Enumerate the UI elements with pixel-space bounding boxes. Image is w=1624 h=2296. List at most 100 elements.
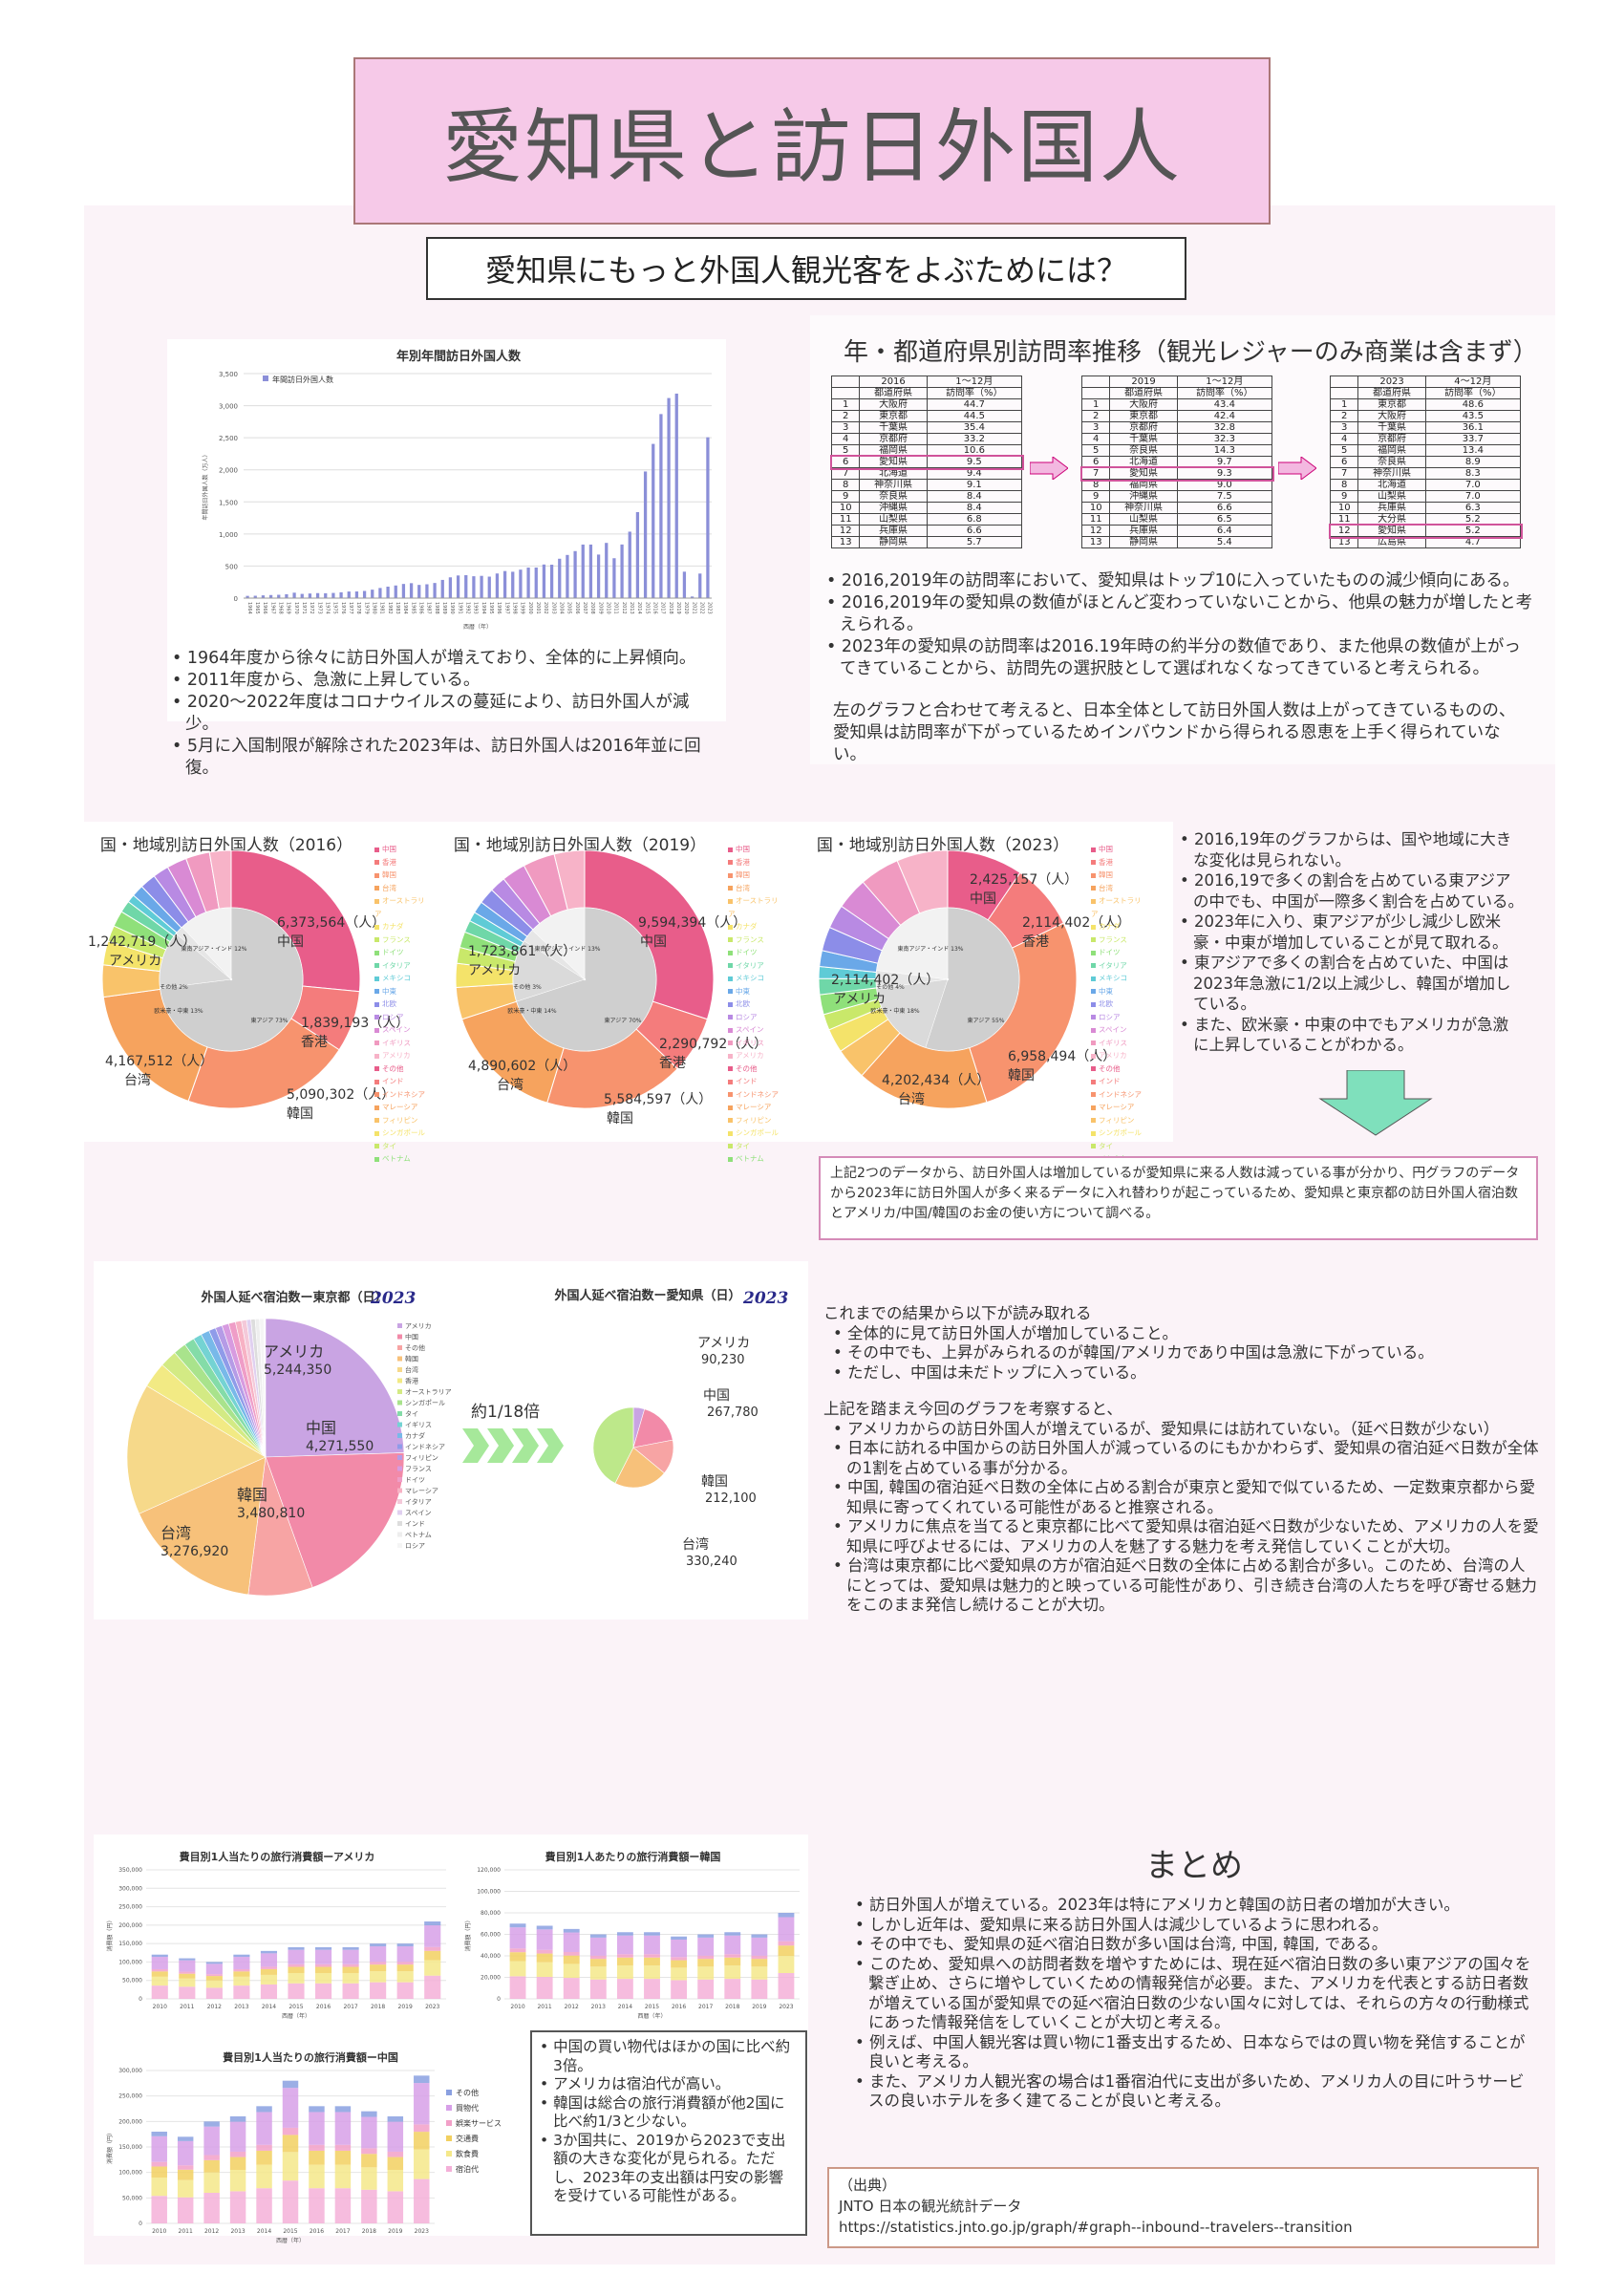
cell: 山梨県 [1357,490,1426,503]
table-row: 3 千葉県 36.1 [1329,421,1522,434]
cell: 33.2 [926,433,1023,445]
cell: 都道府県 [1109,387,1178,399]
arrow-right-icon [1029,456,1069,481]
cell: 広島県 [1357,536,1426,548]
table-row: 7 神奈川県 8.3 [1329,467,1522,480]
cell: 6.3 [1424,502,1522,514]
stacked-bar [334,2144,352,2151]
stacked-bar [177,2165,194,2170]
cell: 12 [1329,525,1359,537]
bar [347,591,351,598]
stacked-bar [282,2152,299,2181]
table-row: 5 福岡県 10.6 [830,444,1023,457]
stacked-bar [396,1964,414,1972]
legend-item: ベトナム [728,1152,785,1166]
bar [300,593,304,598]
cell: 6.5 [1176,513,1273,526]
cell: 6 [1329,456,1359,468]
legend-label: 交通費 [456,2134,479,2143]
legend-item: 中国 [1091,843,1148,856]
stacked-bar [361,2167,377,2190]
x-tick: 1978 [355,602,361,614]
legend-label: 年間訪日外国人数 [272,375,333,384]
pie-value-label: 4,890,602（人） [468,1059,577,1074]
cell: 12 [1080,525,1111,537]
stacked-bar [229,2157,246,2170]
y-tick: 50,000 [122,1978,142,1985]
source-url[interactable]: https://statistics.jnto.go.jp/graph/#gra… [839,2219,1353,2236]
cell: 千葉県 [859,421,928,434]
x-tick: 1996 [496,602,502,614]
cell: 6 [830,456,861,468]
cell: 4 [830,433,861,445]
legend-item: タイ [1091,1140,1148,1153]
legend-item: タイ [374,1140,432,1153]
cell: 福岡県 [859,444,928,457]
legend-item: メキシコ [1091,972,1148,985]
x-tick: 2011 [537,2004,551,2010]
y-tick: 2,500 [219,435,238,442]
x-tick: 2014 [257,2228,271,2235]
table-row: 6 愛知県 9.5 [829,454,1024,470]
legend-label: スペイン [405,1510,432,1517]
stacked-bar [414,2178,430,2223]
bar [588,544,593,598]
stacked-bar [288,1966,305,1973]
bar [362,590,367,598]
stacked-bar [644,1932,660,1936]
stacked-bar [644,1979,660,1999]
stacked-bar [616,1965,633,1980]
x-tick: 1992 [465,602,471,614]
legend-item: イギリス [728,1037,785,1050]
cell: 33.7 [1424,433,1522,445]
summary-title: まとめ [1145,1847,1243,1885]
pie-svg: 東アジア 55% 欧米豪・中東 18% その他 4% 東南アジア・インド 13% [818,850,1078,1109]
legend-swatch [397,1455,402,1460]
x-tick: 1993 [473,602,479,614]
legend-swatch [397,1543,402,1548]
pie-country-label: 香港 [1022,934,1049,950]
legend-swatch [397,1488,402,1493]
bullet: 2023年の愛知県の訪問率は2016.19年時の約半分の数値であり、また他県の数… [826,636,1533,680]
pie-title: 国・地域別訪日外国人数（2016） [99,836,353,855]
stacked-bar [256,2144,272,2151]
cell: 9.0 [1176,479,1273,491]
stacked-bar [536,1925,553,1930]
stacked-bar [671,1957,688,1961]
table-row: 9 山梨県 7.0 [1329,490,1522,503]
x-tick: 1973 [316,602,322,614]
bar [417,585,421,598]
bar [324,592,328,598]
stacked-bar [751,1955,768,1960]
bullets2: アメリカからの訪日外国人が増えているが、愛知県には訪れていない。（延べ日数が少な… [833,1420,1540,1616]
tokyo-value-label: 4,271,550 [306,1439,374,1454]
legend-item: インド [728,1075,785,1088]
x-tick: 1990 [449,602,455,614]
stacked-bar [616,1957,633,1966]
bar [394,585,397,598]
bullet: 台湾は東京都に比べ愛知県の方が宿泊延べ日数の全体に占める割合が多い。このため、台… [833,1556,1540,1616]
stacked-bar [177,2197,194,2223]
stacked-bar [177,2169,194,2180]
x-tick: 2017 [343,2004,357,2010]
table-row: 5 福岡県 13.4 [1329,444,1522,457]
tokyo-value-label: 5,244,350 [264,1363,331,1378]
cell: 3 [830,421,861,434]
legend-item: ロシア [1091,1011,1148,1024]
cell: 9 [1080,490,1111,503]
inner-label: 欧米豪・中東 14% [507,1007,557,1015]
bar [440,579,444,598]
legend-swatch [397,1356,402,1362]
stacked-bar [370,1962,387,1965]
cell: 8 [830,479,861,491]
bar [292,592,296,598]
bar [635,511,640,598]
x-tick: 2002 [543,602,548,614]
x-tick: 2000 [527,602,533,614]
bar [425,584,429,598]
bar [698,573,702,598]
table-row: 11 大分県 5.2 [1329,513,1522,526]
legend-label: その他 [405,1343,425,1352]
table-row: 13 静岡県 5.7 [830,536,1023,548]
stacked-bar [370,1971,387,1983]
